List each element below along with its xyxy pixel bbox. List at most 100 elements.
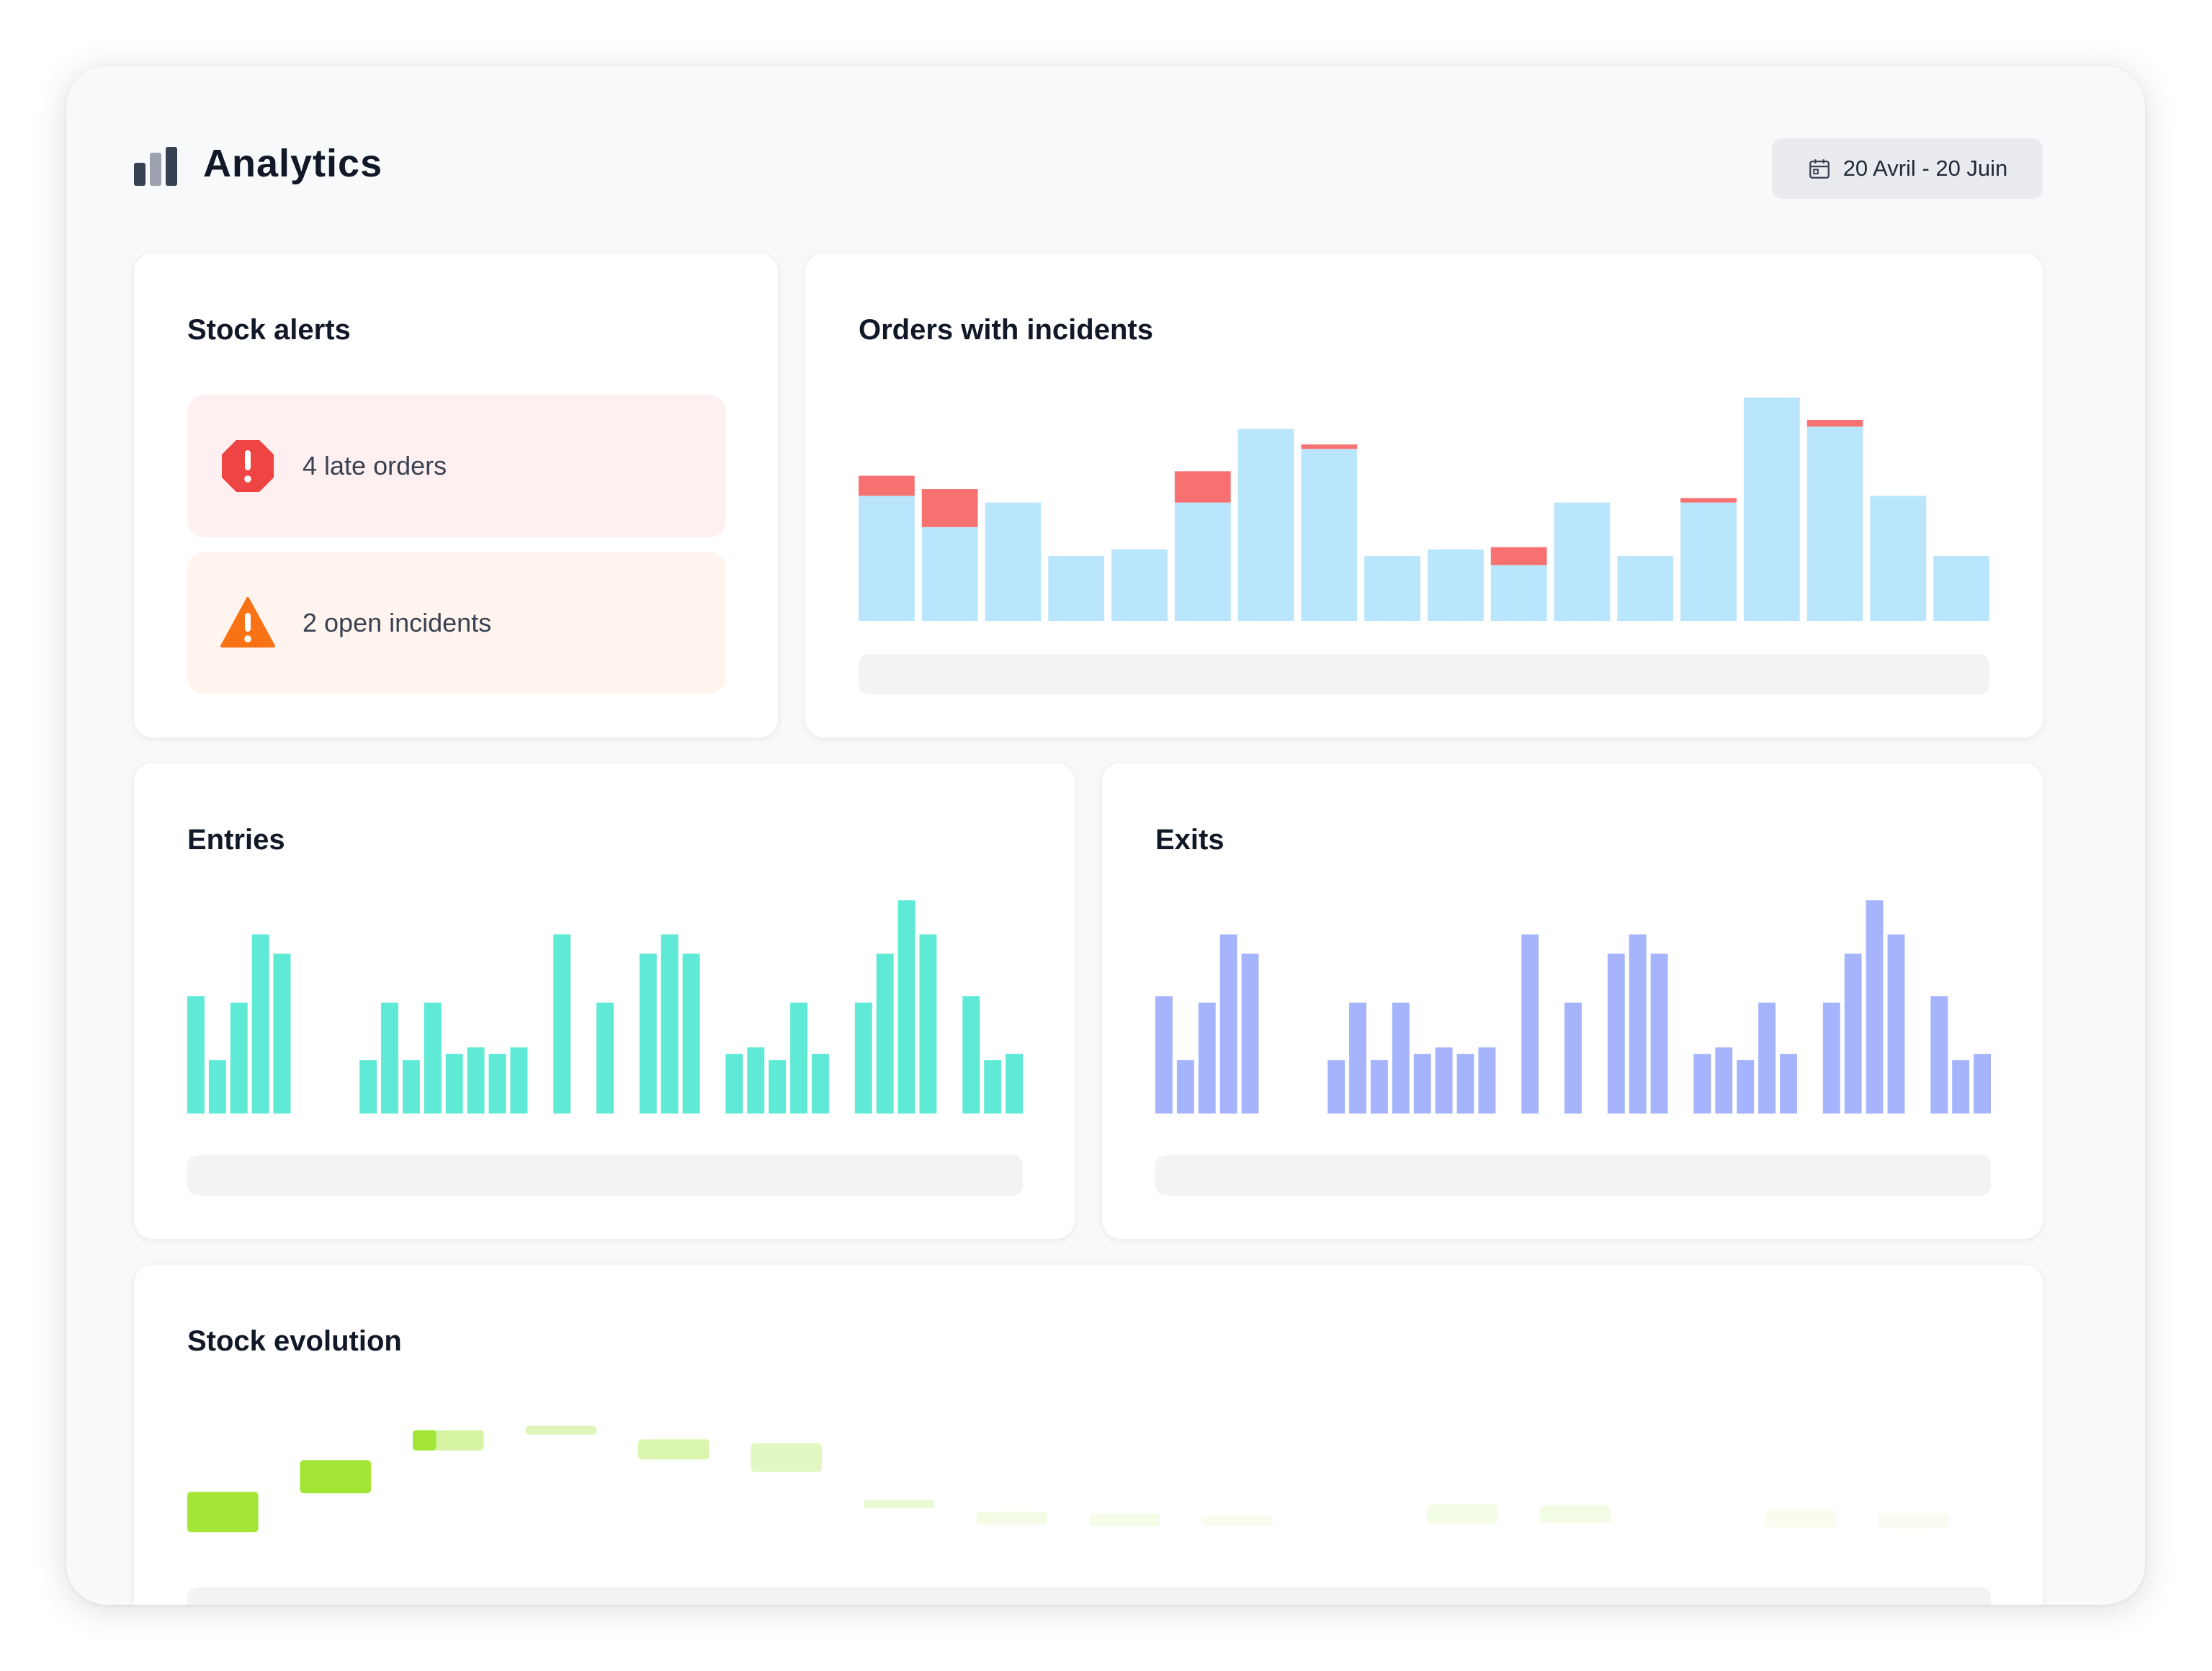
- incident-chart-bar: [1237, 429, 1294, 621]
- exits-chart-bar: [1887, 934, 1905, 1114]
- incident-chart-bar: [1933, 556, 1989, 621]
- incident-chart-bar-incident: [1174, 471, 1231, 503]
- page-title: Analytics: [203, 142, 383, 185]
- exits-chart-bar: [1737, 1060, 1755, 1114]
- stock-evolution-block: [638, 1439, 709, 1460]
- open-incidents-alert[interactable]: 2 open incidents: [187, 552, 726, 694]
- entries-chart-bar: [747, 1047, 765, 1114]
- orders-incidents-card: Orders with incidents: [805, 254, 2043, 738]
- stock-evolution-block: [1427, 1505, 1499, 1523]
- error-octagon-icon: [222, 440, 274, 492]
- calendar-icon: [1809, 159, 1830, 179]
- entries-chart-bar: [596, 1003, 614, 1114]
- entries-chart-bar: [467, 1047, 485, 1114]
- exits-chart-bar: [1780, 1054, 1797, 1114]
- incident-chart-bar: [1301, 449, 1358, 621]
- stock-evolution-chart: [187, 1425, 1950, 1533]
- stock-alerts-title: Stock alerts: [187, 314, 351, 346]
- date-range-button[interactable]: 20 Avril - 20 Juin: [1772, 138, 2043, 199]
- exits-chart-bar: [1392, 1003, 1410, 1114]
- entries-chart-bar: [876, 954, 894, 1114]
- entries-title: Entries: [187, 824, 285, 856]
- stock-evolution-block: [1201, 1515, 1273, 1526]
- stock-evolution-block: [1540, 1505, 1611, 1523]
- incident-chart-bar: [1806, 426, 1863, 621]
- incident-chart-bar: [1048, 556, 1105, 621]
- entries-chart-bar: [208, 1060, 226, 1114]
- entries-chart-bar: [682, 954, 700, 1114]
- stock-evolution-block: [187, 1492, 259, 1533]
- incident-chart-bar-incident: [859, 475, 915, 496]
- exits-chart-bar: [1327, 1060, 1345, 1114]
- entries-chart: [187, 900, 1023, 1114]
- exits-chart-bar: [1952, 1060, 1970, 1114]
- incident-chart-bar: [1364, 556, 1420, 621]
- incident-chart-bar-incident: [1301, 444, 1358, 449]
- entries-chart-bar: [445, 1054, 463, 1114]
- stock-evolution-block: [1089, 1513, 1160, 1527]
- entries-chart-bar: [897, 900, 915, 1114]
- stock-evolution-block: [751, 1443, 823, 1472]
- entries-chart-bar: [553, 934, 571, 1114]
- stock-alerts-card: Stock alerts 4 late orders 2 open incide…: [134, 254, 778, 738]
- incident-chart-bar: [1428, 549, 1484, 621]
- entries-chart-bar: [639, 954, 657, 1114]
- exits-chart-bar: [1219, 934, 1237, 1114]
- exits-chart-bar: [1866, 900, 1884, 1114]
- exits-chart-bar: [1370, 1060, 1388, 1114]
- entries-chart-bar: [812, 1054, 829, 1114]
- entries-chart-bar: [790, 1003, 808, 1114]
- open-incidents-label: 2 open incidents: [303, 608, 492, 637]
- exits-title: Exits: [1155, 824, 1224, 856]
- stock-evolution-block: [864, 1500, 935, 1508]
- exits-chart-bar: [1176, 1060, 1194, 1114]
- stock-evolution-block: [1765, 1510, 1837, 1528]
- exits-chart-bar: [1413, 1054, 1431, 1114]
- entries-chart-bar: [725, 1054, 743, 1114]
- late-orders-alert[interactable]: 4 late orders: [187, 395, 726, 537]
- incident-chart-bar-incident: [921, 489, 978, 527]
- exits-chart-bar: [1435, 1047, 1453, 1114]
- exits-chart-bar: [1198, 1003, 1216, 1114]
- incident-chart-bar-incident: [1490, 547, 1547, 565]
- entries-chart-bar: [854, 1003, 872, 1114]
- exits-chart-bar: [1155, 996, 1173, 1114]
- entries-chart-bar: [510, 1047, 528, 1114]
- entries-chart-bar: [424, 1003, 442, 1114]
- exits-chart-bar: [1349, 1003, 1366, 1114]
- incident-chart-bar: [1174, 502, 1231, 621]
- entries-chart-bar: [769, 1060, 787, 1114]
- entries-chart-scrollbar[interactable]: [187, 1155, 1023, 1196]
- stock-evolution-block-highlight: [413, 1430, 436, 1451]
- orders-incidents-title: Orders with incidents: [859, 314, 1153, 346]
- incident-chart-bar: [1554, 502, 1611, 621]
- late-orders-label: 4 late orders: [303, 451, 447, 480]
- entries-chart-bar: [1006, 1054, 1023, 1114]
- orders-chart-scrollbar[interactable]: [859, 654, 1989, 694]
- stock-evolution-block: [300, 1460, 372, 1494]
- exits-chart: [1155, 900, 1991, 1114]
- orders-incidents-chart: [859, 398, 1989, 621]
- stock-chart-scrollbar[interactable]: [187, 1587, 1991, 1605]
- entries-chart-bar: [359, 1060, 377, 1114]
- exits-chart-scrollbar[interactable]: [1155, 1155, 1991, 1196]
- entries-chart-bar: [187, 996, 205, 1114]
- entries-chart-bar: [273, 954, 291, 1114]
- entries-chart-bar: [381, 1003, 398, 1114]
- exits-chart-bar: [1758, 1003, 1776, 1114]
- entries-chart-bar: [251, 934, 269, 1114]
- incident-chart-bar: [1870, 496, 1927, 621]
- exits-chart-bar: [1974, 1054, 1991, 1114]
- incident-chart-bar: [1490, 565, 1547, 621]
- exits-chart-bar: [1650, 954, 1668, 1114]
- exits-chart-bar: [1456, 1054, 1474, 1114]
- bar-chart-icon: [134, 147, 179, 186]
- incident-chart-bar-incident: [1680, 498, 1737, 503]
- exits-chart-bar: [1629, 934, 1647, 1114]
- stock-evolution-block: [1878, 1513, 1950, 1529]
- stock-evolution-block: [976, 1511, 1048, 1525]
- stock-evolution-block: [525, 1425, 597, 1435]
- incident-chart-bar: [921, 527, 978, 621]
- date-range-label: 20 Avril - 20 Juin: [1842, 156, 2008, 181]
- entries-chart-bar: [230, 1003, 248, 1114]
